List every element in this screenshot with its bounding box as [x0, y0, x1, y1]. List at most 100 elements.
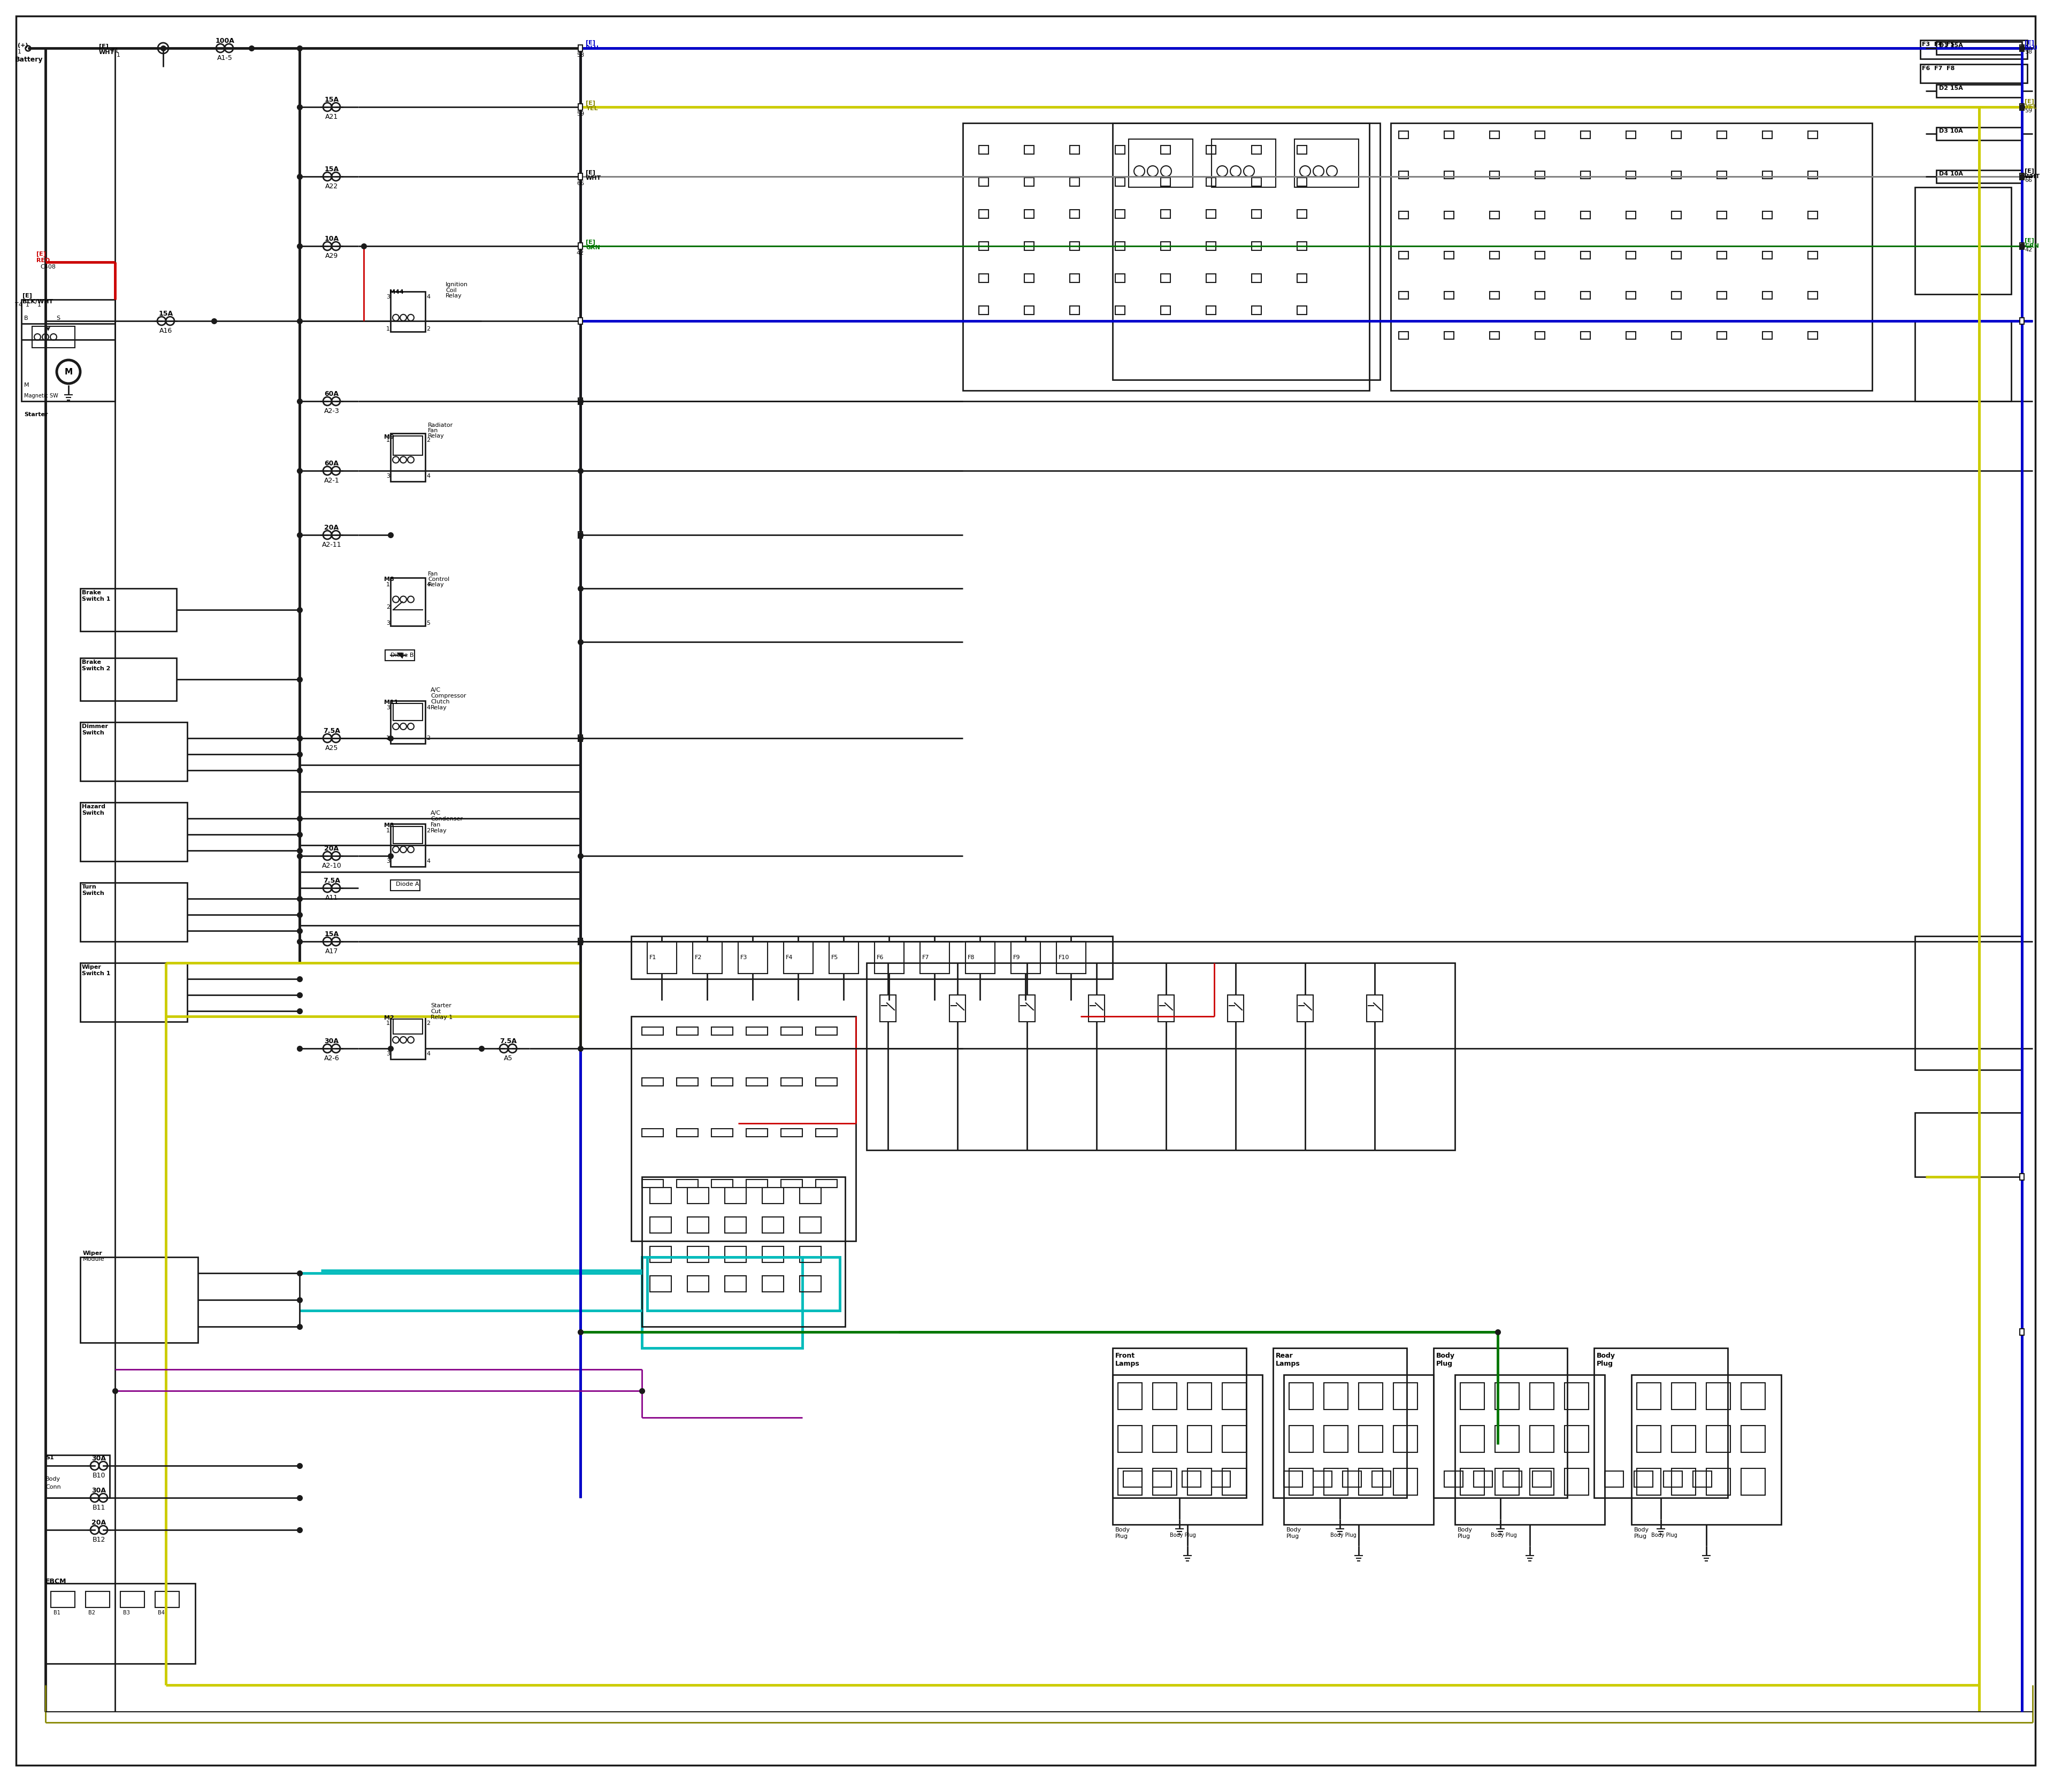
Text: Cut: Cut	[431, 1009, 442, 1014]
Text: F10: F10	[1058, 955, 1070, 961]
Bar	[762, 1188, 785, 1204]
Bar	[631, 1016, 857, 1242]
Bar	[1228, 995, 1243, 1021]
Text: [E]: [E]	[23, 294, 33, 299]
Text: WHT: WHT	[585, 176, 602, 181]
Bar	[1631, 1374, 1781, 1525]
Text: Body
Plug: Body Plug	[1635, 1527, 1649, 1539]
Bar	[1565, 1383, 1588, 1410]
Bar	[579, 244, 583, 249]
Text: T1: T1	[111, 48, 119, 54]
Bar	[1115, 306, 1126, 315]
Bar	[1489, 131, 1499, 138]
Bar	[1565, 1468, 1588, 1495]
Bar	[1298, 995, 1313, 1021]
Bar	[1937, 84, 2021, 97]
Text: Control: Control	[427, 577, 450, 582]
Bar	[1325, 1426, 1347, 1452]
Text: 30A: 30A	[92, 1455, 107, 1462]
Bar	[1056, 941, 1087, 973]
Bar	[80, 803, 187, 862]
Bar	[1161, 210, 1171, 219]
Text: Compressor: Compressor	[431, 694, 466, 699]
Bar	[980, 145, 988, 154]
Text: Dimmer
Switch: Dimmer Switch	[82, 724, 109, 735]
Bar	[1290, 1426, 1313, 1452]
Text: A2-1: A2-1	[325, 477, 339, 484]
Text: B2: B2	[88, 1611, 94, 1615]
Bar	[1692, 1471, 1711, 1487]
Bar	[1128, 140, 1193, 186]
Text: 2: 2	[427, 828, 429, 833]
Bar	[1530, 1383, 1555, 1410]
Text: [E]: [E]	[585, 100, 596, 106]
Bar	[1358, 1426, 1382, 1452]
Text: 3: 3	[386, 704, 390, 710]
Bar	[746, 1027, 768, 1036]
Bar	[799, 1217, 822, 1233]
Bar	[80, 722, 187, 781]
Bar	[762, 1276, 785, 1292]
Text: Starter: Starter	[431, 1004, 452, 1009]
Text: EBCM: EBCM	[45, 1579, 66, 1584]
Text: Body
Plug: Body Plug	[1115, 1527, 1130, 1539]
Bar	[725, 1247, 746, 1262]
Bar	[641, 1177, 844, 1326]
Bar	[1251, 274, 1261, 283]
Text: 20A: 20A	[92, 1520, 107, 1527]
Bar	[641, 1129, 663, 1136]
Bar	[1251, 242, 1261, 251]
Bar	[1914, 186, 2011, 294]
Text: F6  F7  F8: F6 F7 F8	[1923, 66, 1955, 72]
Bar	[1707, 1468, 1729, 1495]
Text: Battery: Battery	[14, 56, 43, 63]
Bar	[1530, 1468, 1555, 1495]
Bar	[1489, 251, 1499, 258]
Bar	[1914, 321, 2011, 401]
Bar	[1298, 306, 1306, 315]
Text: Body Plug: Body Plug	[1171, 1532, 1195, 1538]
Bar	[1313, 1471, 1331, 1487]
Bar	[1495, 1468, 1520, 1495]
Bar	[1637, 1383, 1662, 1410]
Bar	[1161, 274, 1171, 283]
Bar	[1115, 145, 1126, 154]
Bar	[781, 1077, 803, 1086]
Bar	[1717, 251, 1727, 258]
Bar	[762, 1247, 785, 1262]
Bar	[1742, 1468, 1764, 1495]
Bar	[647, 1256, 840, 1310]
Text: 3: 3	[386, 294, 390, 299]
Bar	[1672, 1468, 1697, 1495]
Bar	[1717, 332, 1727, 339]
Text: 1: 1	[386, 437, 390, 443]
Text: [E]: [E]	[2025, 168, 2033, 174]
Bar	[21, 299, 115, 401]
Bar	[1664, 1471, 1682, 1487]
Bar	[1206, 306, 1216, 315]
Bar	[45, 1455, 109, 1498]
Text: Rear
Lamps: Rear Lamps	[1276, 1353, 1300, 1367]
Bar	[963, 124, 1370, 391]
Bar	[1399, 292, 1409, 299]
Bar	[1294, 140, 1358, 186]
Bar	[1444, 1471, 1462, 1487]
Text: 2: 2	[427, 735, 429, 740]
Bar	[1717, 131, 1727, 138]
Text: 30A: 30A	[92, 1487, 107, 1495]
Text: 1: 1	[18, 48, 21, 54]
Text: S: S	[55, 315, 60, 321]
Bar	[1158, 995, 1175, 1021]
Bar	[1290, 1383, 1313, 1410]
Text: [E]: [E]	[2025, 238, 2033, 244]
Bar	[1604, 1471, 1623, 1487]
Bar	[725, 1276, 746, 1292]
Bar	[1444, 172, 1454, 179]
Text: 3: 3	[386, 620, 390, 625]
Text: B1: B1	[53, 1611, 60, 1615]
Bar	[1273, 1348, 1407, 1498]
Bar	[1399, 131, 1409, 138]
Bar	[1762, 131, 1773, 138]
Polygon shape	[396, 652, 403, 658]
Bar	[1717, 172, 1727, 179]
